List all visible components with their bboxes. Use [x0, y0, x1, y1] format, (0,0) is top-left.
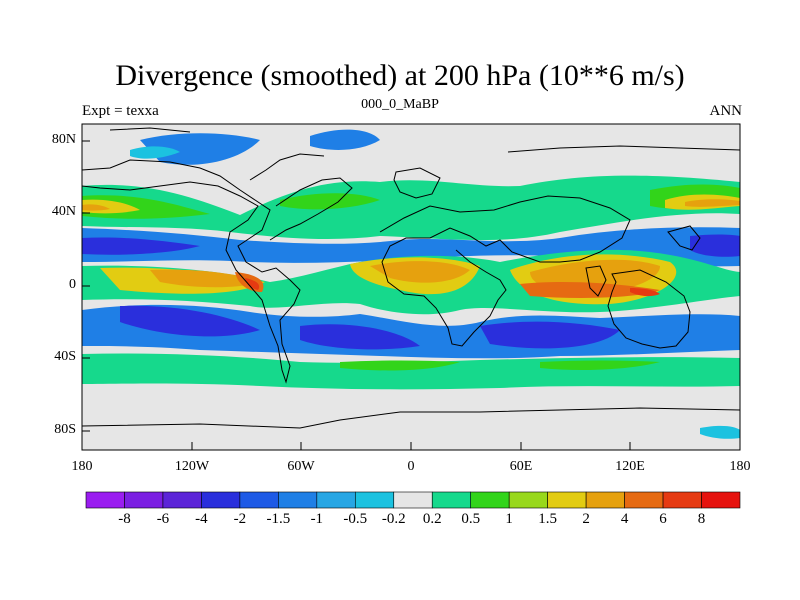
axis-ticks: [81, 140, 741, 450]
colorbar-label: 0.5: [461, 511, 481, 527]
contour-neg-south-inner: [120, 305, 620, 350]
colorbar-swatch: [662, 491, 702, 509]
y-tick-label: 40S: [54, 349, 76, 364]
colorbar-swatch: [547, 491, 587, 509]
colorbar-label: 1: [505, 511, 513, 527]
colorbar: [85, 491, 741, 509]
colorbar-swatch: [701, 491, 741, 509]
colorbar-label: -0.5: [343, 511, 368, 527]
contour-pos-south-inner: [340, 360, 660, 371]
colorbar-swatch: [278, 491, 318, 509]
colorbar-label: 0.2: [422, 511, 442, 527]
colorbar-label: -2: [233, 511, 247, 527]
colorbar-label: -8: [118, 511, 131, 527]
x-tick-label: 180: [71, 459, 93, 474]
y-tick-label: 40N: [51, 204, 76, 219]
period-label: 000_0_MaBP: [361, 97, 439, 112]
experiment-label: Expt = texxa: [82, 103, 159, 119]
colorbar-swatch: [470, 491, 510, 509]
colorbar-swatch: [393, 491, 433, 509]
map-title: Divergence (smoothed) at 200 hPa (10**6 …: [115, 59, 685, 92]
colorbar-swatch: [124, 491, 164, 509]
colorbar-label: 8: [697, 511, 706, 527]
colorbar-label: -6: [156, 511, 170, 527]
colorbar-swatch: [508, 491, 548, 509]
x-tick-label: 60E: [509, 459, 533, 474]
colorbar-label: -0.2: [381, 511, 406, 527]
colorbar-label: 1.5: [538, 511, 558, 527]
colorbar-label: -4: [195, 511, 208, 527]
colorbar-label: 6: [659, 511, 667, 527]
y-tick-label: 0: [69, 277, 76, 292]
contour-pos-north-band: [82, 175, 740, 241]
x-tick-label: 120W: [174, 459, 210, 474]
y-tick-label: 80N: [51, 132, 76, 147]
colorbar-swatch: [85, 491, 125, 509]
colorbar-swatch: [201, 491, 241, 509]
coastlines: [82, 127, 740, 429]
contour-antarctic-patch: [700, 425, 740, 439]
x-tick-label: 120E: [615, 459, 645, 474]
season-label: ANN: [709, 103, 743, 119]
colorbar-label: -1.5: [266, 511, 291, 527]
colorbar-swatch: [585, 491, 625, 509]
contour-pos-equator-max: [235, 272, 660, 298]
contour-arctic-patch: [140, 129, 380, 165]
colorbar-swatch: [354, 491, 395, 509]
y-tick-label: 80S: [54, 422, 76, 437]
divergence-field: [82, 129, 740, 439]
contour-pos-north-inner: [82, 184, 740, 219]
x-tick-label: 0: [407, 459, 415, 474]
x-tick-label: 60W: [287, 459, 315, 474]
colorbar-label: -1: [310, 511, 324, 527]
colorbar-swatch: [431, 491, 472, 509]
contour-pos-equator-core: [150, 259, 660, 294]
x-tick-label: 180: [729, 459, 751, 474]
colorbar-label: 2: [582, 511, 590, 527]
colorbar-swatch: [624, 491, 664, 509]
contour-arctic-patch-outline: [130, 146, 180, 159]
colorbar-swatch: [162, 491, 202, 509]
colorbar-swatch: [316, 491, 356, 509]
colorbar-swatch: [239, 491, 279, 509]
colorbar-label: 4: [620, 511, 629, 527]
